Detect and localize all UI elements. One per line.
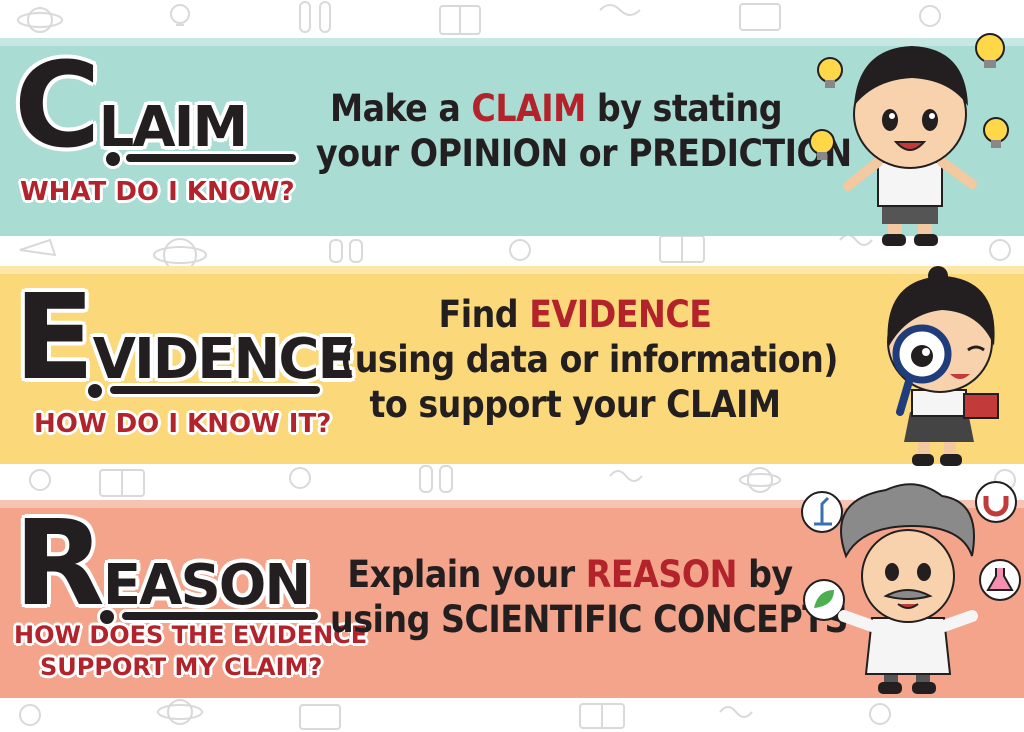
reason-title-initial: R (14, 494, 105, 632)
evidence-description: Find EVIDENCE (using data or information… (340, 292, 838, 427)
reason-description: Explain your REASON by using SCIENTIFIC … (330, 552, 848, 642)
reason-title-block: REASON HOW DOES THE EVIDENCE SUPPORT MY … (14, 504, 367, 704)
reason-question-line2: SUPPORT MY CLAIM? (40, 653, 323, 681)
reason-title-rest: EASON (102, 553, 311, 618)
flask-icon (979, 559, 1021, 601)
evidence-title-rest: VIDENCE (92, 327, 356, 392)
claim-band (0, 38, 1024, 236)
claim-title-initial: C (14, 36, 101, 174)
claim-desc-post: by stating (585, 87, 783, 130)
evidence-question: HOW DO I KNOW IT? (34, 409, 332, 439)
claim-desc-pre: Make a (329, 87, 472, 130)
reason-title-underline (122, 612, 318, 620)
claim-title: CLAIM (14, 46, 249, 164)
reason-title: REASON (14, 504, 311, 622)
evidence-desc-line3: to support your CLAIM (369, 383, 781, 427)
claim-description: Make a CLAIM by stating your OPINION or … (316, 86, 852, 176)
evidence-title-dot (88, 384, 102, 398)
evidence-desc-pre: Find (438, 293, 530, 336)
reason-question-line1: HOW DOES THE EVIDENCE (14, 621, 368, 649)
claim-desc-highlight: CLAIM (471, 87, 586, 130)
leaf-icon (803, 579, 845, 621)
boy-student-with-lightbulbs-icon (809, 33, 1009, 246)
reason-desc-highlight: REASON (585, 553, 738, 596)
claim-title-block: CLAIM WHAT DO I KNOW? (14, 40, 329, 230)
claim-title-dot (106, 152, 120, 166)
reason-desc-pre: Explain your (347, 553, 586, 596)
magnet-icon (975, 481, 1017, 523)
evidence-desc-highlight: EVIDENCE (529, 293, 712, 336)
evidence-title-underline (110, 386, 320, 394)
scientist-with-science-icons-icon (801, 481, 1021, 694)
evidence-band (0, 266, 1024, 464)
evidence-title-block: EVIDENCE HOW DO I KNOW IT? (14, 272, 356, 462)
reason-title-dot (100, 610, 114, 624)
evidence-desc-line2: (using data or information) (340, 338, 838, 382)
girl-with-magnifying-glass-icon (887, 266, 999, 466)
claim-desc-line2: your OPINION or PREDICTION (316, 132, 852, 176)
reason-desc-line2: using SCIENTIFIC CONCEPTS (330, 598, 848, 642)
claim-title-underline (126, 154, 296, 162)
evidence-title: EVIDENCE (14, 278, 356, 396)
reason-desc-post: by (737, 553, 793, 596)
claim-title-rest: LAIM (98, 95, 249, 160)
claim-question: WHAT DO I KNOW? (20, 177, 295, 207)
microscope-icon (801, 491, 843, 533)
lightbulb-icon (809, 33, 1009, 160)
evidence-title-initial: E (14, 268, 95, 406)
